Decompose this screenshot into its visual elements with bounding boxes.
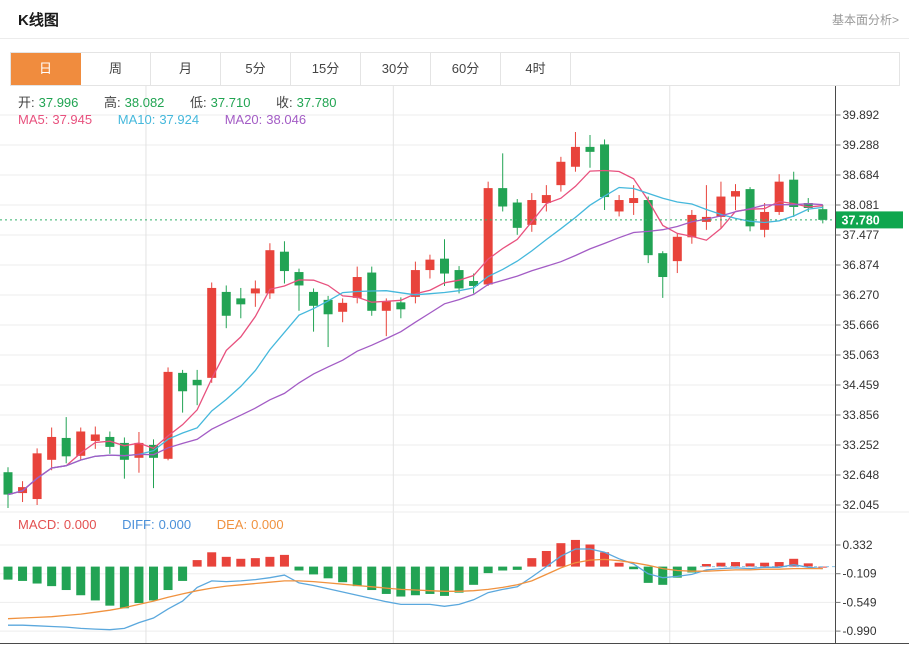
tab-month[interactable]: 月 [151, 53, 221, 85]
tab-15min[interactable]: 15分 [291, 53, 361, 85]
gridlines [0, 86, 909, 644]
close-label: 收: [276, 95, 293, 110]
title-divider [0, 38, 909, 39]
dea-line [7, 558, 823, 620]
ma10-value: 37.924 [159, 112, 200, 127]
ma20-value: 38.046 [266, 112, 307, 127]
tab-day[interactable]: 日 [11, 53, 81, 85]
ma5-label: MA5: [18, 112, 49, 127]
tab-5min[interactable]: 5分 [221, 53, 291, 85]
diff-value: 0.000 [158, 517, 192, 532]
y-tick-label: 35.666 [843, 318, 880, 332]
y-tick-label: 0.332 [843, 538, 873, 552]
kline-chart-area[interactable]: 39.892 39.288 38.684 38.081 37.477 36.874 36.2… [0, 86, 909, 650]
ma20-label: MA20: [224, 112, 263, 127]
y-tick-label: 33.856 [843, 408, 880, 422]
y-tick-label: 33.252 [843, 438, 880, 452]
macd-histogram [3, 539, 828, 609]
y-tick-label: 32.648 [843, 468, 880, 482]
y-tick-label: 37.477 [843, 228, 880, 242]
ma5-value: 37.945 [52, 112, 93, 127]
last-price-tag-value: 37.780 [842, 213, 880, 227]
page-title: K线图 [18, 12, 59, 29]
tab-week[interactable]: 周 [81, 53, 151, 85]
period-tabbar: 日周月 5分 15分 30分 60分 4时 [10, 52, 900, 86]
diff-label: DIFF: [122, 517, 155, 532]
high-value: 38.082 [124, 95, 165, 110]
low-value: 37.710 [210, 95, 251, 110]
ohlc-readout: 开: 37.996 高: 38.082 低: 37.710 收: 37.780 [18, 92, 340, 111]
y-tick-label: 35.063 [843, 348, 880, 362]
y-tick-label: 38.081 [843, 198, 880, 212]
y-tick-label: 36.270 [843, 288, 880, 302]
open-value: 37.996 [38, 95, 79, 110]
ma20-line [7, 203, 823, 496]
ma10-line [7, 186, 823, 496]
dea-value: 0.000 [251, 517, 284, 532]
low-label: 低: [190, 95, 207, 110]
tab-4hour[interactable]: 4时 [501, 53, 571, 85]
open-label: 开: [18, 95, 35, 110]
dif-line [8, 548, 823, 631]
tab-30min[interactable]: 30分 [361, 53, 431, 85]
y-tick-label: 38.684 [843, 168, 880, 182]
y-tick-label: 34.459 [843, 378, 880, 392]
y-tick-label: 39.892 [843, 108, 880, 122]
y-tick-label: 32.045 [843, 498, 880, 512]
fundamental-analysis-link[interactable]: 基本面分析> [831, 13, 899, 27]
dea-label: DEA: [216, 517, 248, 532]
ma5-line [7, 169, 823, 496]
last-price-tag [836, 211, 903, 229]
tab-60min[interactable]: 60分 [431, 53, 501, 85]
ma10-label: MA10: [117, 112, 156, 127]
y-tick-label: 36.874 [843, 258, 880, 272]
price-axis: 39.892 39.288 38.684 38.081 37.477 36.874 36.2… [0, 86, 909, 644]
macd-label: MACD: [18, 517, 60, 532]
high-label: 高: [104, 95, 121, 110]
y-tick-label: -0.990 [843, 624, 877, 638]
tabbar-filler [571, 53, 899, 85]
close-value: 37.780 [296, 95, 337, 110]
y-tick-label: -0.549 [843, 595, 877, 609]
ma-readout: MA5: 37.945 MA10: 37.924 MA20: 38.046 [18, 112, 310, 127]
macd-value: 0.000 [63, 517, 97, 532]
y-tick-label: 39.288 [843, 138, 880, 152]
candlestick-series [3, 131, 828, 508]
y-tick-label: -0.109 [843, 567, 877, 581]
macd-readout: MACD: 0.000 DIFF: 0.000 DEA: 0.000 [18, 517, 288, 532]
kline-chart-svg[interactable]: 39.892 39.288 38.684 38.081 37.477 36.874 36.2… [0, 86, 909, 650]
